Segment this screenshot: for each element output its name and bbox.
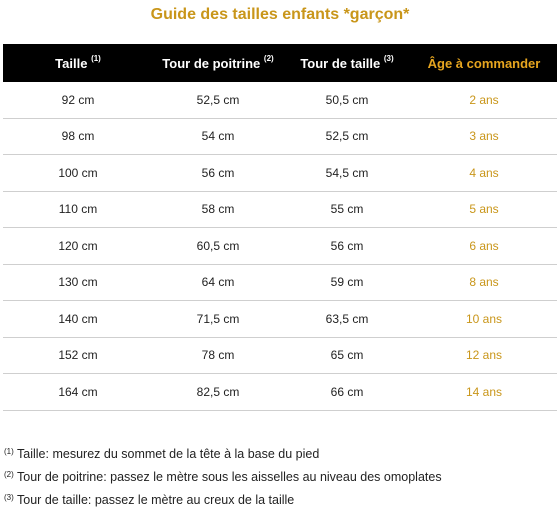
- cell-tour-de-taille: 54,5 cm: [325, 165, 369, 180]
- table-row: 120 cm 60,5 cm 56 cm 6 ans: [3, 228, 557, 265]
- cell-tour-de-poitrine: 56 cm: [201, 165, 235, 180]
- cell-age: 8 ans: [469, 275, 499, 290]
- cell-tour-de-poitrine: 60,5 cm: [196, 238, 240, 253]
- cell-age: 12 ans: [465, 348, 503, 363]
- footnote-ref: (1): [4, 447, 14, 456]
- table-row: 98 cm 54 cm 52,5 cm 3 ans: [3, 119, 557, 155]
- header-age-a-commander: Âge à commander: [411, 56, 557, 71]
- table-row: 130 cm 64 cm 59 cm 8 ans: [3, 265, 557, 301]
- cell-tour-de-taille: 52,5 cm: [325, 129, 369, 144]
- cell-tour-de-taille: 65 cm: [330, 348, 364, 363]
- cell-tour-de-poitrine: 58 cm: [201, 202, 235, 217]
- header-footnote-ref: (2): [263, 53, 274, 63]
- header-label: Tour de taille: [300, 55, 381, 71]
- header-tour-de-poitrine: Tour de poitrine (2): [153, 53, 283, 71]
- cell-age: 5 ans: [469, 202, 499, 217]
- cell-taille: 140 cm: [58, 311, 98, 326]
- size-guide-table: Taille (1) Tour de poitrine (2) Tour de …: [3, 44, 557, 411]
- table-row: 110 cm 58 cm 55 cm 5 ans: [3, 192, 557, 228]
- footnote-tour-de-taille: (3) Tour de taille: passez le mètre au c…: [4, 491, 442, 514]
- cell-age: 3 ans: [469, 129, 499, 144]
- table-row: 140 cm 71,5 cm 63,5 cm 10 ans: [3, 301, 557, 338]
- cell-tour-de-taille: 59 cm: [330, 275, 364, 290]
- cell-taille: 100 cm: [58, 165, 98, 180]
- footnote-tour-de-poitrine: (2) Tour de poitrine: passez le mètre so…: [4, 468, 442, 491]
- cell-taille: 120 cm: [58, 238, 98, 253]
- cell-tour-de-taille: 55 cm: [330, 202, 364, 217]
- cell-tour-de-poitrine: 54 cm: [201, 129, 235, 144]
- footnote-ref: (2): [4, 470, 14, 479]
- footnote-text: Tour de poitrine: passez le mètre sous l…: [13, 470, 442, 484]
- footnotes: (1) Taille: mesurez du sommet de la tête…: [4, 445, 442, 514]
- cell-tour-de-poitrine: 71,5 cm: [196, 311, 240, 326]
- cell-tour-de-poitrine: 82,5 cm: [196, 384, 240, 399]
- header-label: Âge à commander: [427, 55, 541, 71]
- table-row: 92 cm 52,5 cm 50,5 cm 2 ans: [3, 82, 557, 119]
- table-row: 100 cm 56 cm 54,5 cm 4 ans: [3, 155, 557, 192]
- table-row: 152 cm 78 cm 65 cm 12 ans: [3, 338, 557, 374]
- cell-taille: 152 cm: [58, 348, 98, 363]
- cell-tour-de-taille: 63,5 cm: [325, 311, 369, 326]
- cell-taille: 110 cm: [58, 202, 98, 217]
- table-row: 164 cm 82,5 cm 66 cm 14 ans: [3, 374, 557, 411]
- cell-taille: 98 cm: [61, 129, 95, 144]
- cell-tour-de-taille: 56 cm: [330, 238, 364, 253]
- cell-tour-de-poitrine: 64 cm: [201, 275, 235, 290]
- cell-tour-de-taille: 50,5 cm: [325, 92, 369, 107]
- cell-tour-de-poitrine: 52,5 cm: [196, 92, 240, 107]
- header-tour-de-taille: Tour de taille (3): [283, 53, 411, 71]
- cell-age: 14 ans: [465, 384, 503, 399]
- cell-taille: 92 cm: [61, 92, 95, 107]
- cell-age: 10 ans: [465, 311, 503, 326]
- page-title: Guide des tailles enfants *garçon*: [150, 6, 410, 23]
- footnote-ref: (3): [4, 493, 14, 502]
- cell-tour-de-taille: 66 cm: [330, 384, 364, 399]
- footnote-taille: (1) Taille: mesurez du sommet de la tête…: [4, 445, 442, 468]
- header-label: Tour de poitrine: [162, 55, 261, 71]
- header-footnote-ref: (1): [91, 53, 101, 63]
- footnote-text: Tour de taille: passez le mètre au creux…: [13, 493, 295, 507]
- header-label: Taille: [55, 55, 88, 71]
- cell-taille: 130 cm: [58, 275, 98, 290]
- header-taille: Taille (1): [3, 53, 153, 71]
- cell-age: 4 ans: [469, 165, 499, 180]
- footnote-text: Taille: mesurez du sommet de la tête à l…: [13, 447, 320, 461]
- cell-age: 6 ans: [469, 238, 499, 253]
- cell-taille: 164 cm: [58, 384, 98, 399]
- cell-age: 2 ans: [469, 92, 499, 107]
- cell-tour-de-poitrine: 78 cm: [201, 348, 235, 363]
- header-footnote-ref: (3): [383, 53, 394, 63]
- table-header: Taille (1) Tour de poitrine (2) Tour de …: [3, 44, 557, 82]
